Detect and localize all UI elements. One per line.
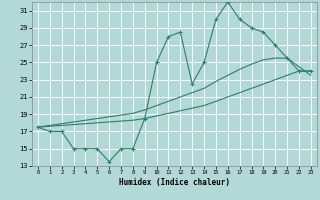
X-axis label: Humidex (Indice chaleur): Humidex (Indice chaleur) xyxy=(119,178,230,187)
